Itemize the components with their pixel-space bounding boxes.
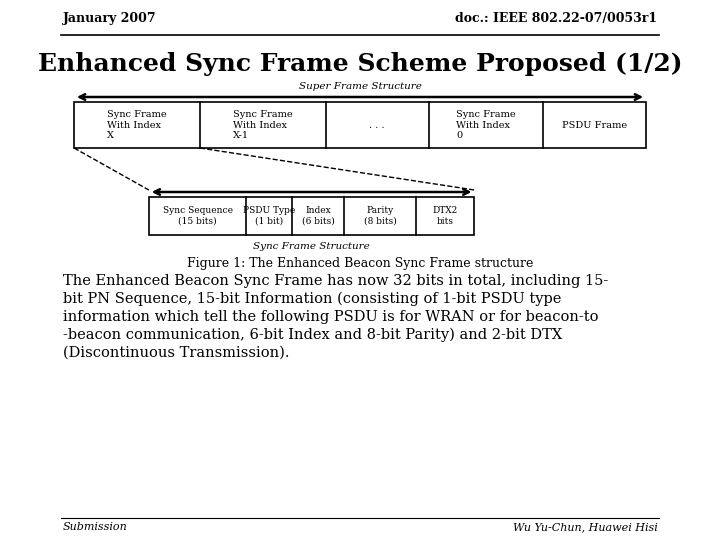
Text: Sync Frame Structure: Sync Frame Structure <box>253 242 370 251</box>
Text: Super Frame Structure: Super Frame Structure <box>299 82 421 91</box>
Text: (Discontinuous Transmission).: (Discontinuous Transmission). <box>63 346 289 360</box>
Text: Figure 1: The Enhanced Beacon Sync Frame structure: Figure 1: The Enhanced Beacon Sync Frame… <box>186 257 534 270</box>
Text: Sync Frame
With Index
0: Sync Frame With Index 0 <box>456 110 516 140</box>
Text: PSDU Frame: PSDU Frame <box>562 120 627 130</box>
Text: January 2007: January 2007 <box>63 12 156 25</box>
Bar <box>74 102 646 148</box>
Text: Sync Frame
With Index
X: Sync Frame With Index X <box>107 110 167 140</box>
Text: bit PN Sequence, 15-bit Information (consisting of 1-bit PSDU type: bit PN Sequence, 15-bit Information (con… <box>63 292 561 306</box>
Text: PSDU Type
(1 bit): PSDU Type (1 bit) <box>243 206 295 226</box>
Text: -beacon communication, 6-bit Index and 8-bit Parity) and 2-bit DTX: -beacon communication, 6-bit Index and 8… <box>63 328 562 342</box>
Text: doc.: IEEE 802.22-07/0053r1: doc.: IEEE 802.22-07/0053r1 <box>455 12 657 25</box>
Text: information which tell the following PSDU is for WRAN or for beacon-to: information which tell the following PSD… <box>63 310 598 324</box>
Text: . . .: . . . <box>369 120 385 130</box>
Text: Submission: Submission <box>63 522 127 532</box>
Text: Sync Sequence
(15 bits): Sync Sequence (15 bits) <box>163 206 233 226</box>
Text: Enhanced Sync Frame Scheme Proposed (1/2): Enhanced Sync Frame Scheme Proposed (1/2… <box>37 52 683 76</box>
Text: Wu Yu-Chun, Huawei Hisi: Wu Yu-Chun, Huawei Hisi <box>513 522 657 532</box>
Bar <box>149 197 474 235</box>
Text: The Enhanced Beacon Sync Frame has now 32 bits in total, including 15-: The Enhanced Beacon Sync Frame has now 3… <box>63 274 608 288</box>
Text: Index
(6 bits): Index (6 bits) <box>302 206 335 226</box>
Text: Sync Frame
With Index
X-1: Sync Frame With Index X-1 <box>233 110 292 140</box>
Text: Parity
(8 bits): Parity (8 bits) <box>364 206 396 226</box>
Text: DTX2
bits: DTX2 bits <box>433 206 458 226</box>
